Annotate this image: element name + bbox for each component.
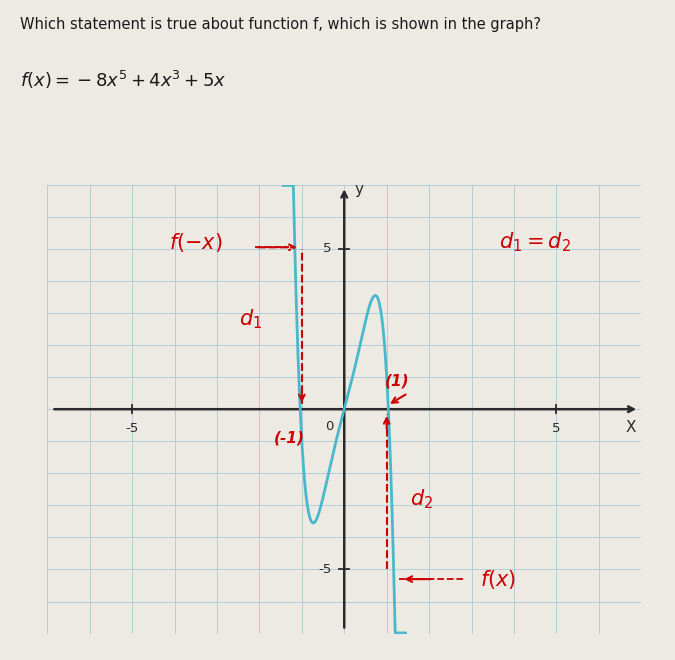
Text: X: X bbox=[626, 420, 636, 436]
Text: 0: 0 bbox=[325, 420, 333, 434]
Text: 5: 5 bbox=[323, 242, 331, 255]
Text: $f(-x)$: $f(-x)$ bbox=[169, 231, 223, 254]
Text: (1): (1) bbox=[385, 374, 410, 388]
Text: $d_2$: $d_2$ bbox=[410, 487, 433, 511]
Text: (-1): (-1) bbox=[273, 430, 304, 445]
Text: 5: 5 bbox=[552, 422, 561, 435]
Text: $f(x) = -8x^5 + 4x^3 + 5x$: $f(x) = -8x^5 + 4x^3 + 5x$ bbox=[20, 69, 227, 91]
Text: -5: -5 bbox=[126, 422, 139, 435]
Text: $d_1$: $d_1$ bbox=[240, 308, 263, 331]
Text: $f(x)$: $f(x)$ bbox=[480, 568, 516, 591]
Text: y: y bbox=[355, 182, 364, 197]
Text: $d_1 = d_2$: $d_1 = d_2$ bbox=[500, 231, 571, 254]
Text: -5: -5 bbox=[319, 563, 331, 576]
Text: Which statement is true about function f, which is shown in the graph?: Which statement is true about function f… bbox=[20, 16, 541, 32]
